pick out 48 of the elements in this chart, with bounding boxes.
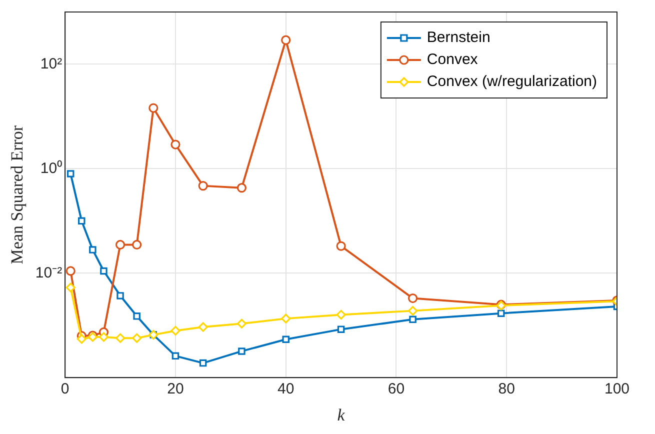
x-tick-label: 100 [604,380,630,398]
point [98,332,109,342]
point [236,183,246,193]
point [409,316,416,324]
point [170,140,180,150]
point [281,35,291,45]
point [282,336,290,343]
point [78,217,86,225]
point [66,282,76,292]
point [132,333,142,343]
point [132,240,142,250]
x-axis-title: k [337,405,346,424]
legend-label: Convex (w/regularization) [426,73,598,90]
point [66,266,76,276]
point [89,246,96,254]
point [133,312,140,320]
point [115,240,126,250]
point [199,359,207,367]
x-tick-label: 60 [388,380,405,398]
point [198,322,208,332]
point [66,170,74,178]
y-axis-title: Mean Squared Error [8,125,27,264]
point [336,310,346,320]
y-tick-label: 10⁰ [40,160,62,177]
point [408,293,418,304]
y-tick-label: 10⁻² [35,264,62,282]
point [236,318,246,328]
point [198,181,208,191]
point [115,333,126,343]
point [100,267,108,275]
point [172,352,180,360]
point [170,326,180,336]
point [238,348,246,355]
legend-label: Convex [426,51,478,68]
x-tick-label: 0 [60,380,70,398]
point [116,292,124,300]
point [408,306,418,316]
point [497,310,505,317]
point [337,326,345,333]
point [336,241,346,251]
legend-label: Bernstein [426,29,490,46]
point [281,314,291,324]
point [76,334,86,344]
point [148,103,158,113]
x-tick-label: 20 [167,380,184,398]
x-tick-label: 40 [278,380,294,398]
x-tick-label: 80 [498,380,515,398]
y-tick-label: 10² [40,55,62,72]
